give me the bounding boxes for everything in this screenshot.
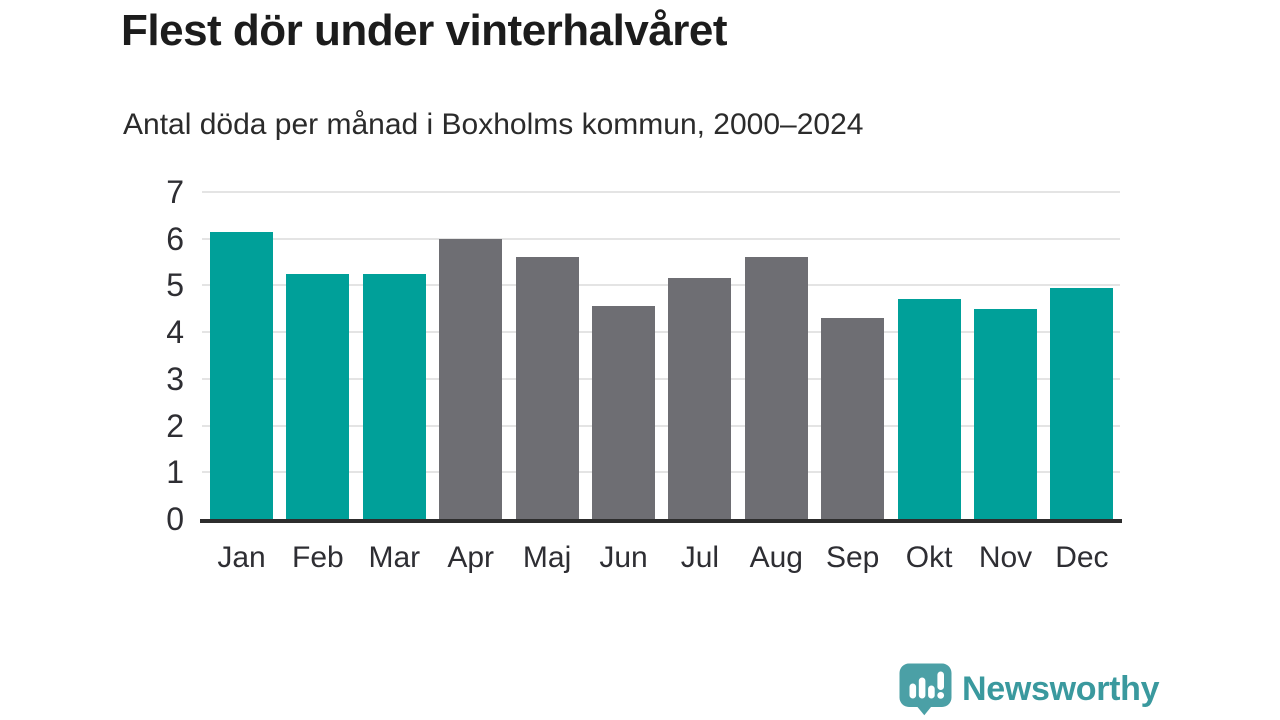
brand-name: Newsworthy xyxy=(962,670,1160,708)
y-tick-label-4: 4 xyxy=(166,314,184,351)
gridline-y2 xyxy=(202,424,1120,427)
y-tick-label-7: 7 xyxy=(166,174,184,210)
x-tick-label-feb: Feb xyxy=(292,541,344,574)
y-tick-label-6: 6 xyxy=(166,220,184,257)
y-tick-label-1: 1 xyxy=(166,454,184,491)
bar-dec xyxy=(1050,287,1114,519)
bar-jul xyxy=(668,278,732,519)
x-tick-label-dec: Dec xyxy=(1055,541,1109,574)
brand-logo: Newsworthy xyxy=(898,662,1160,717)
gridline-y5 xyxy=(202,284,1120,287)
bar-apr xyxy=(439,238,503,519)
chart-subtitle: Antal döda per månad i Boxholms kommun, … xyxy=(123,108,864,141)
bar-feb xyxy=(286,273,350,519)
bar-aug xyxy=(744,257,808,519)
gridline-y7 xyxy=(202,191,1120,193)
x-tick-label-jan: Jan xyxy=(217,541,266,574)
x-tick-label-aug: Aug xyxy=(749,541,803,574)
x-tick-label-sep: Sep xyxy=(825,541,880,574)
gridline-y3 xyxy=(202,377,1120,380)
gridline-y4 xyxy=(202,331,1120,334)
x-tick-label-jun: Jun xyxy=(599,541,648,574)
y-tick-label-2: 2 xyxy=(166,407,184,444)
bar-chart-speech-bubble-icon xyxy=(898,662,953,717)
y-tick-label-0: 0 xyxy=(166,501,184,537)
plot-area xyxy=(200,191,1122,523)
bar-jun xyxy=(592,306,655,519)
bar-okt xyxy=(897,299,961,519)
y-axis: 0 1 2 3 4 5 6 7 xyxy=(138,176,184,535)
gridline-y6 xyxy=(202,237,1120,240)
y-tick-label-3: 3 xyxy=(166,360,184,397)
x-axis-labels: Jan Feb Mar Apr Maj Jun Jul Aug Sep Okt Nov Dec xyxy=(200,540,1122,580)
bar-maj xyxy=(515,257,579,519)
x-tick-label-apr: Apr xyxy=(447,541,495,574)
x-tick-label-mar: Mar xyxy=(368,541,421,574)
x-tick-label-nov: Nov xyxy=(978,541,1033,574)
gridline-y1 xyxy=(202,471,1120,474)
y-tick-label-5: 5 xyxy=(166,267,184,304)
x-tick-label-jul: Jul xyxy=(680,541,720,574)
bar-jan xyxy=(210,231,273,519)
bar-sep xyxy=(821,318,885,519)
chart-title: Flest dör under vinterhalvåret xyxy=(121,6,728,55)
bar-mar xyxy=(362,273,426,519)
x-tick-label-maj: Maj xyxy=(522,541,572,574)
x-axis-line xyxy=(200,519,1122,523)
speech-bubble-shape xyxy=(899,663,952,716)
bar-nov xyxy=(974,308,1037,519)
x-tick-label-okt: Okt xyxy=(905,541,953,574)
